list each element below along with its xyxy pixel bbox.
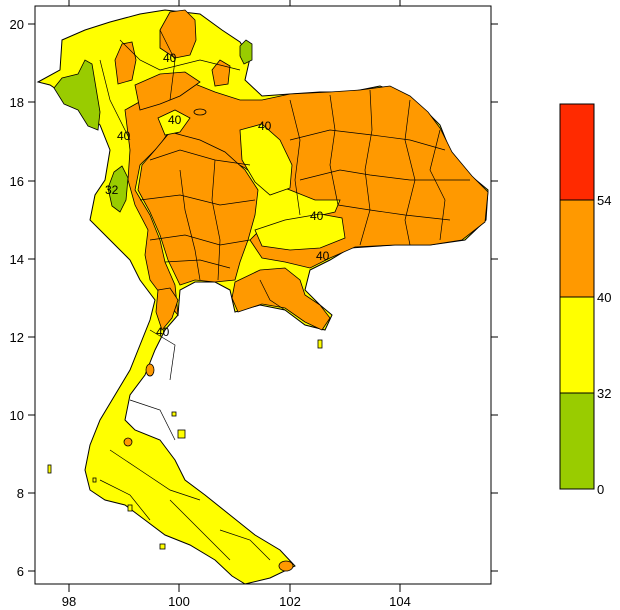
legend-band-green <box>559 392 595 490</box>
x-tick-label: 104 <box>389 594 411 609</box>
islands <box>47 339 323 550</box>
orange-west-strip <box>155 287 179 331</box>
orange-spot-1 <box>123 437 133 447</box>
legend-label: 32 <box>597 386 611 401</box>
green-northwest <box>53 59 101 131</box>
green-west <box>107 165 129 213</box>
axis-ticks <box>28 0 498 592</box>
legend-band-yellow <box>559 296 595 394</box>
contour-label: 40 <box>163 51 177 65</box>
yellow-pockets <box>157 109 346 251</box>
green-zones <box>53 39 253 213</box>
contour-label: 40 <box>310 209 324 223</box>
orange-north-2 <box>114 41 137 85</box>
y-tick-label: 8 <box>17 486 24 501</box>
orange-zones <box>114 9 489 572</box>
legend-label: 40 <box>597 290 611 305</box>
y-tick-label: 10 <box>10 408 24 423</box>
x-tick-labels: 98 100 102 104 <box>62 594 411 609</box>
y-tick-label: 6 <box>17 564 24 579</box>
contour-label: 32 <box>105 183 119 197</box>
legend-label: 0 <box>597 482 604 497</box>
orange-spot-3 <box>145 363 155 377</box>
x-tick-label: 100 <box>168 594 190 609</box>
contour-labels: 40 40 40 40 40 40 40 32 <box>105 51 330 339</box>
legend-labels: 54 40 32 0 <box>597 193 611 497</box>
x-tick-label: 102 <box>279 594 301 609</box>
x-tick-label: 98 <box>62 594 76 609</box>
y-tick-label: 20 <box>10 17 24 32</box>
orange-spot-2 <box>278 560 294 572</box>
orange-north-1 <box>159 9 197 59</box>
y-tick-label: 12 <box>10 330 24 345</box>
province-boundaries <box>99 29 470 561</box>
yellow-pocket-north <box>157 109 191 136</box>
y-tick-label: 14 <box>10 252 24 267</box>
contour-label: 40 <box>258 119 272 133</box>
legend-band-red <box>559 103 595 201</box>
y-tick-label: 16 <box>10 174 24 189</box>
green-northeast-tip <box>239 39 253 65</box>
contour-label: 40 <box>117 129 131 143</box>
y-tick-labels: 20 18 16 14 12 10 8 6 <box>10 17 24 579</box>
orange-north-4 <box>134 71 201 111</box>
orange-southeast <box>231 267 331 331</box>
contour-label: 40 <box>168 113 182 127</box>
orange-spot-4 <box>193 108 207 116</box>
contour-label: 40 <box>156 325 170 339</box>
legend-colorbar <box>559 103 595 490</box>
contour-label: 40 <box>316 249 330 263</box>
yellow-pocket-east <box>254 213 346 251</box>
orange-central-plain <box>137 131 259 286</box>
legend-label: 54 <box>597 193 611 208</box>
yellow-pocket-northeast <box>239 123 293 196</box>
legend-band-orange <box>559 199 595 298</box>
y-tick-label: 18 <box>10 95 24 110</box>
